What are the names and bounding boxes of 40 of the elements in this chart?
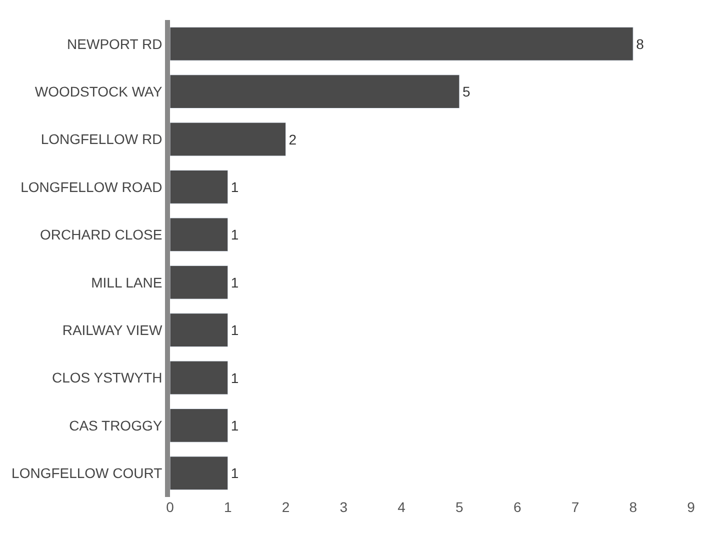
x-tick-label: 0: [166, 499, 174, 515]
x-tick-label: 5: [456, 499, 464, 515]
y-tick-label: MILL LANE: [91, 274, 162, 290]
x-tick-label: 3: [340, 499, 348, 515]
x-tick-label: 7: [571, 499, 580, 515]
bar: [170, 218, 228, 252]
x-tick-label: 8: [629, 499, 638, 515]
y-tick-label: ORCHARD CLOSE: [40, 226, 162, 243]
y-tick-label: LONGFELLOW COURT: [12, 465, 163, 482]
bar: [170, 265, 228, 300]
bar: [170, 74, 460, 108]
bar: [170, 26, 634, 61]
y-tick-label: CLOS YSTWYTH: [52, 370, 162, 386]
x-tick-label: 9: [687, 499, 696, 515]
bar: [170, 456, 228, 490]
data-label: 8: [636, 36, 644, 52]
data-label: 5: [462, 84, 470, 100]
y-tick-label: RAILWAY VIEW: [62, 322, 163, 338]
y-tick-label: WOODSTOCK WAY: [34, 83, 163, 100]
bar: [170, 313, 228, 347]
data-label: 1: [230, 322, 239, 338]
bar: [170, 360, 228, 395]
data-label: 1: [230, 465, 239, 482]
bar: [170, 170, 228, 204]
x-tick-label: 6: [513, 499, 522, 515]
y-tick-label: LONGFELLOW RD: [40, 131, 162, 148]
y-tick-label: CAS TROGGY: [69, 417, 163, 434]
data-label: 2: [288, 131, 297, 148]
data-label: 1: [230, 178, 239, 195]
x-tick-label: 4: [398, 499, 406, 515]
y-tick-label: NEWPORT RD: [67, 36, 162, 52]
data-label: 1: [230, 274, 239, 290]
x-tick-label: 2: [282, 499, 290, 515]
bar: [170, 122, 286, 156]
data-label: 1: [230, 370, 239, 386]
data-label: 1: [230, 417, 239, 434]
data-label: 1: [230, 226, 239, 243]
y-tick-label: LONGFELLOW ROAD: [20, 178, 162, 195]
bar: [170, 408, 228, 442]
x-tick-label: 1: [224, 499, 232, 515]
